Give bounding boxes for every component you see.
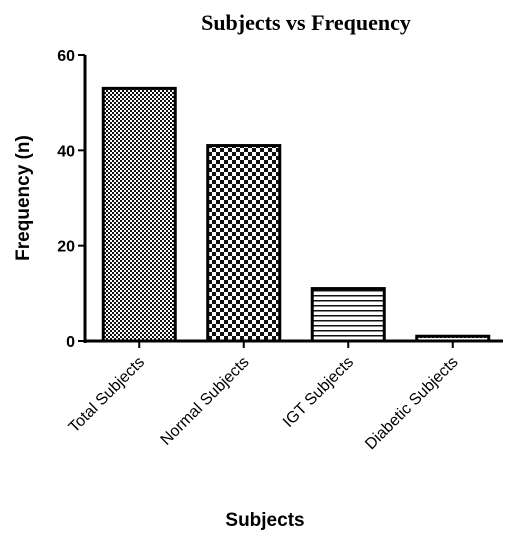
bar: [101, 86, 177, 343]
y-axis-label: Frequency (n): [13, 135, 34, 261]
y-tick-label: 40: [57, 143, 75, 160]
y-tick-label: 20: [57, 239, 75, 256]
chart-title: Subjects vs Frequency: [201, 10, 411, 35]
bar: [206, 144, 282, 343]
y-tick-label: 60: [57, 48, 75, 65]
x-tick-label: Total Subjects: [66, 354, 148, 436]
x-tick-label: Diabetic Subjects: [362, 354, 461, 453]
x-axis-label: Subjects: [225, 510, 304, 531]
y-tick-label: 0: [66, 334, 75, 351]
bar: [415, 334, 491, 343]
x-tick-label: Normal Subjects: [158, 354, 253, 449]
bar: [310, 287, 386, 343]
x-tick-label: IGT Subjects: [280, 354, 357, 431]
